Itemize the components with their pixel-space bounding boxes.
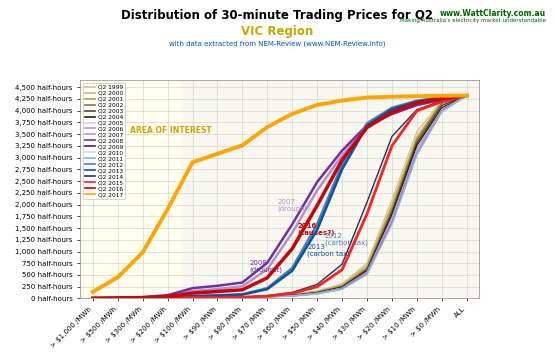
Text: Distribution of 30-minute Trading Prices for Q2: Distribution of 30-minute Trading Prices… bbox=[121, 9, 433, 22]
Text: www.WattClarity.com.au: www.WattClarity.com.au bbox=[439, 9, 546, 18]
Text: 2013
(carbon tax): 2013 (carbon tax) bbox=[307, 244, 350, 257]
Text: 2007
(drought): 2007 (drought) bbox=[277, 199, 310, 212]
Text: 2016
(causes?): 2016 (causes?) bbox=[297, 223, 335, 236]
Text: 2008
(drought): 2008 (drought) bbox=[250, 260, 283, 273]
Text: 2012
(carbon tax): 2012 (carbon tax) bbox=[325, 233, 368, 246]
Text: with data extracted from NEM-Review (www.NEM-Review.info): with data extracted from NEM-Review (www… bbox=[169, 41, 385, 47]
Legend: Q2 1999, Q2 2000, Q2 2001, Q2 2002, Q2 2003, Q2 2004, Q2 2005, Q2 2006, Q2 2007,: Q2 1999, Q2 2000, Q2 2001, Q2 2002, Q2 2… bbox=[83, 83, 125, 199]
Text: VIC Region: VIC Region bbox=[241, 25, 313, 39]
Text: AREA OF INTEREST: AREA OF INTEREST bbox=[130, 126, 212, 135]
Text: Making Australia's electricity market understandable: Making Australia's electricity market un… bbox=[399, 18, 546, 23]
Bar bbox=[80, 80, 180, 298]
